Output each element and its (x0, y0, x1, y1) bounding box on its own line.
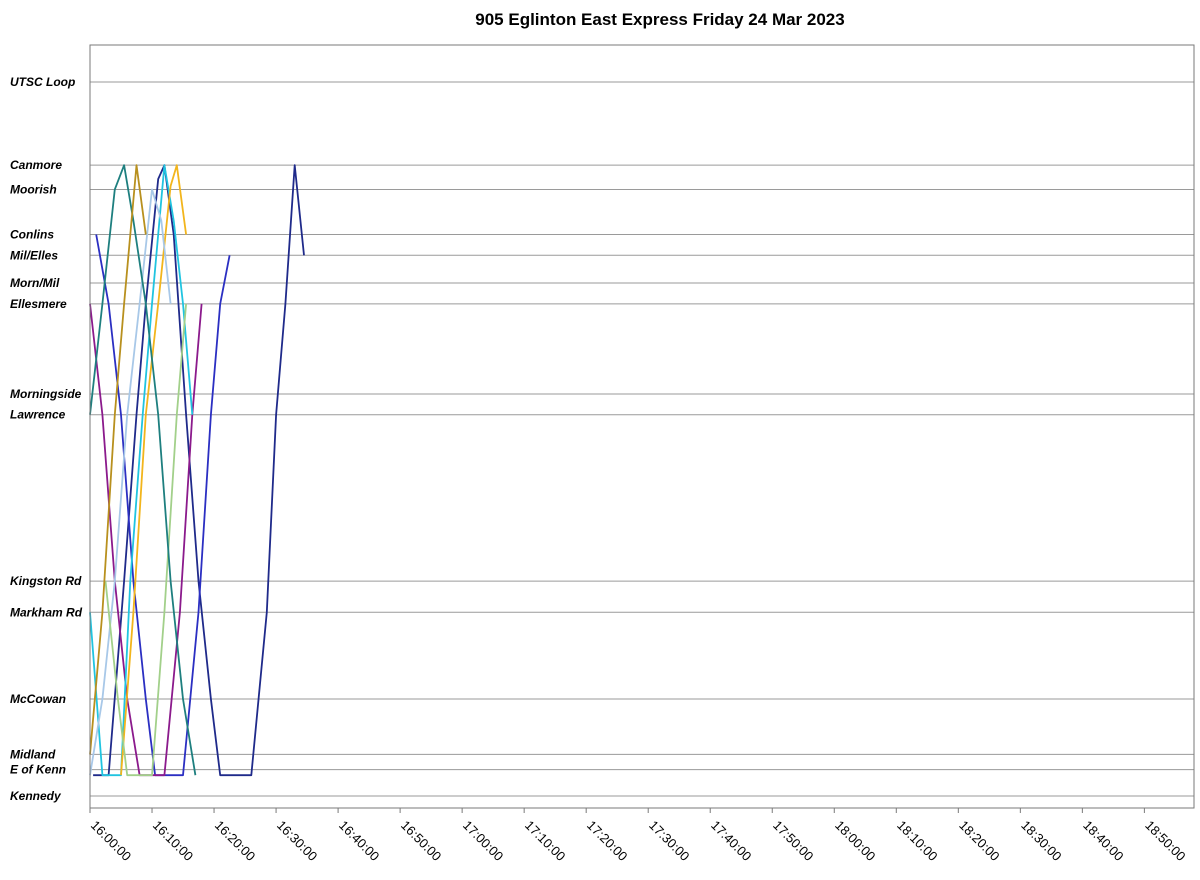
stop-label: Conlins (10, 228, 54, 242)
stop-label: Midland (10, 747, 56, 761)
series-line-bus-4 (89, 164, 194, 777)
plot-area-border (89, 44, 1195, 809)
chart-title: 905 Eglinton East Express Friday 24 Mar … (475, 10, 844, 29)
stop-label: Lawrence (10, 408, 66, 422)
series-line-bus-8 (89, 164, 197, 776)
stop-label: E of Kenn (10, 763, 66, 777)
stop-label: Canmore (10, 158, 62, 172)
series-line-bus-9 (89, 164, 147, 755)
series-line-bus-1 (93, 164, 305, 777)
stop-label: Morn/Mil (10, 276, 60, 290)
series-line-bus-6 (89, 188, 172, 776)
stop-label: Markham Rd (10, 605, 83, 619)
stop-label: Mil/Elles (10, 248, 58, 262)
stop-label: Kennedy (10, 789, 62, 803)
series-line-bus-7 (104, 303, 187, 777)
series-line-bus-5 (120, 164, 187, 776)
stop-label: Morningside (10, 387, 82, 401)
stop-label: Moorish (10, 182, 57, 196)
stop-label: Kingston Rd (10, 574, 82, 588)
stop-label: UTSC Loop (10, 75, 75, 89)
stop-label: McCowan (10, 692, 66, 706)
stop-label: Ellesmere (10, 297, 67, 311)
stop-label-layer: UTSC Loop Canmore Moorish Conlins Mil/Elles M… (10, 75, 83, 803)
grid-layer (90, 81, 1194, 797)
series-layer (89, 164, 305, 777)
